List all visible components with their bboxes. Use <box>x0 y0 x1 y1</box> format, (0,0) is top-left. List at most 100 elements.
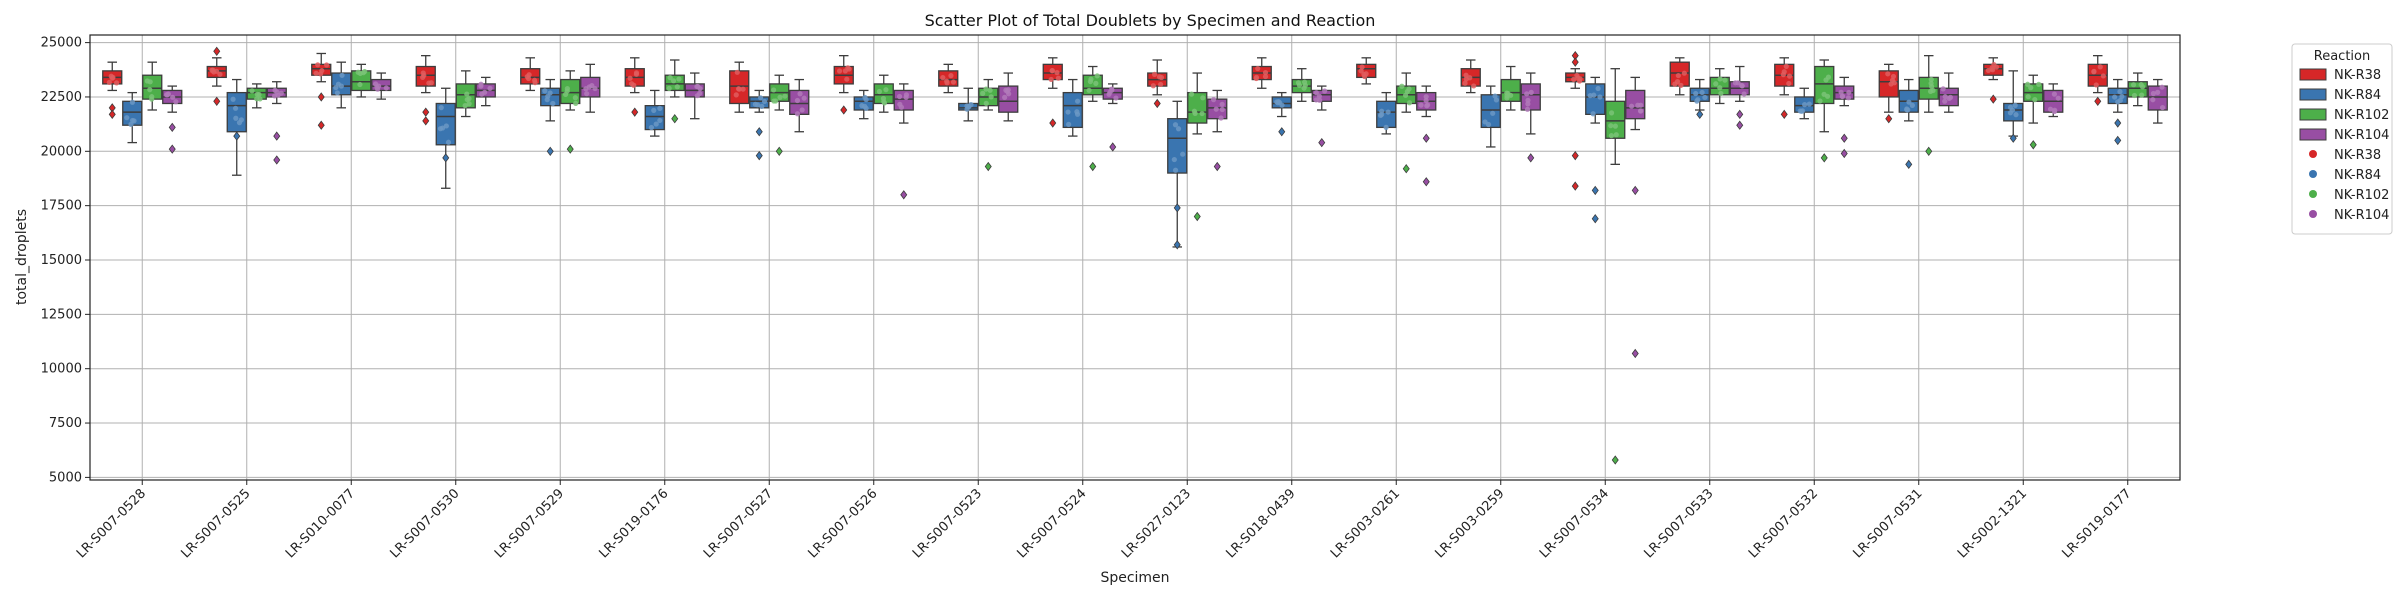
data-point <box>1846 89 1852 96</box>
box-nk-r84-lr-s019-0177 <box>2107 78 2128 146</box>
data-point <box>1213 106 1219 112</box>
box-nk-r38-lr-s003-0259 <box>1460 59 1481 94</box>
box-iqr <box>226 91 247 133</box>
data-point <box>1086 87 1092 93</box>
data-point <box>464 91 470 97</box>
box-iqr <box>560 78 581 105</box>
box-nk-r38-lr-s007-0527 <box>729 61 750 113</box>
data-point <box>1171 156 1177 163</box>
data-point <box>983 86 989 92</box>
data-point <box>2036 81 2042 87</box>
box-nk-r84-lr-s018-0439 <box>1271 91 1292 137</box>
data-point <box>697 86 703 92</box>
data-point <box>836 68 843 74</box>
data-point <box>740 86 746 92</box>
data-point <box>1065 109 1071 115</box>
data-point <box>1824 93 1831 99</box>
box-iqr <box>1480 94 1501 129</box>
outlier-point <box>1422 177 1430 187</box>
data-point <box>876 88 883 95</box>
data-point <box>1940 86 1946 92</box>
data-point <box>1493 97 1499 103</box>
data-point <box>631 82 637 88</box>
x-tick-label: LR-S007-0528 <box>74 486 149 561</box>
data-point <box>648 124 655 131</box>
data-point <box>338 83 344 89</box>
data-point <box>1150 83 1156 89</box>
data-point <box>487 85 493 91</box>
data-point <box>2138 82 2144 88</box>
y-tick-label: 5000 <box>49 470 82 485</box>
data-point <box>173 99 179 105</box>
legend-label: NK-R104 <box>2334 128 2389 143</box>
data-point <box>437 126 444 132</box>
data-point <box>2150 97 2156 103</box>
box-nk-r104-lr-s007-0529 <box>580 63 601 113</box>
data-point <box>238 117 244 123</box>
data-point <box>940 75 946 81</box>
data-point <box>1219 106 1225 113</box>
data-point <box>445 139 452 145</box>
box-nk-r102-lr-s007-0530 <box>455 70 476 118</box>
data-point <box>1423 97 1429 104</box>
data-point <box>1463 72 1469 78</box>
data-point <box>859 103 865 109</box>
data-point <box>1462 80 1468 86</box>
data-point <box>2159 104 2166 111</box>
data-point <box>1192 110 1198 117</box>
data-point <box>1576 78 1583 84</box>
data-point <box>1681 70 1687 76</box>
data-point <box>657 105 663 111</box>
data-point <box>149 96 155 102</box>
box-nk-r38-lr-s002-1321 <box>1983 57 2004 104</box>
data-point <box>1172 122 1179 128</box>
chart-title: Scatter Plot of Total Doublets by Specim… <box>925 11 1376 30</box>
data-point <box>339 72 345 78</box>
data-point <box>1528 89 1534 95</box>
data-point <box>1909 102 1915 108</box>
x-tick-label: LR-S007-0527 <box>701 486 776 561</box>
data-point <box>670 78 677 84</box>
box-iqr <box>1814 65 1835 105</box>
data-point <box>478 83 484 89</box>
data-point <box>903 92 910 98</box>
data-point <box>1490 110 1496 116</box>
box-nk-r84-lr-s010-0077 <box>331 61 352 109</box>
y-tick-label: 22500 <box>41 90 82 105</box>
box-nk-r38-lr-s007-0534 <box>1565 50 1586 191</box>
box-nk-r104-lr-s007-0530 <box>475 76 496 107</box>
data-point <box>1175 126 1182 132</box>
data-point <box>801 95 807 101</box>
data-point <box>256 91 262 98</box>
data-point <box>128 121 134 127</box>
box-nk-r84-lr-s007-0523 <box>958 87 979 122</box>
data-point <box>2130 82 2137 88</box>
data-point <box>1524 91 1530 97</box>
outlier-point <box>1696 109 1704 120</box>
data-point <box>550 100 556 107</box>
data-point <box>2012 102 2018 108</box>
box-nk-r102-lr-s003-0261 <box>1396 72 1417 174</box>
box-nk-r38-lr-s007-0530 <box>415 55 436 126</box>
data-point <box>1302 79 1308 85</box>
box-nk-r102-lr-s019-0176 <box>664 59 685 124</box>
box-nk-r104-lr-s007-0524 <box>1102 83 1123 152</box>
data-point <box>564 85 570 92</box>
outlier-point <box>273 155 281 165</box>
box-iqr <box>998 85 1019 113</box>
data-point <box>584 91 590 97</box>
outlier-point <box>213 46 221 56</box>
box-nk-r38-lr-s010-0077 <box>311 52 332 130</box>
data-point <box>1595 85 1601 92</box>
data-point <box>1377 112 1384 119</box>
data-point <box>1906 99 1912 105</box>
data-point <box>1735 80 1741 86</box>
box-nk-r38-lr-s007-0523 <box>938 63 959 94</box>
data-point <box>1424 103 1430 109</box>
outlier-point <box>1422 133 1430 143</box>
outlier-point <box>422 107 430 117</box>
data-point <box>842 68 848 74</box>
outlier-point <box>168 122 176 133</box>
data-point <box>572 95 578 101</box>
data-point <box>1675 72 1681 79</box>
